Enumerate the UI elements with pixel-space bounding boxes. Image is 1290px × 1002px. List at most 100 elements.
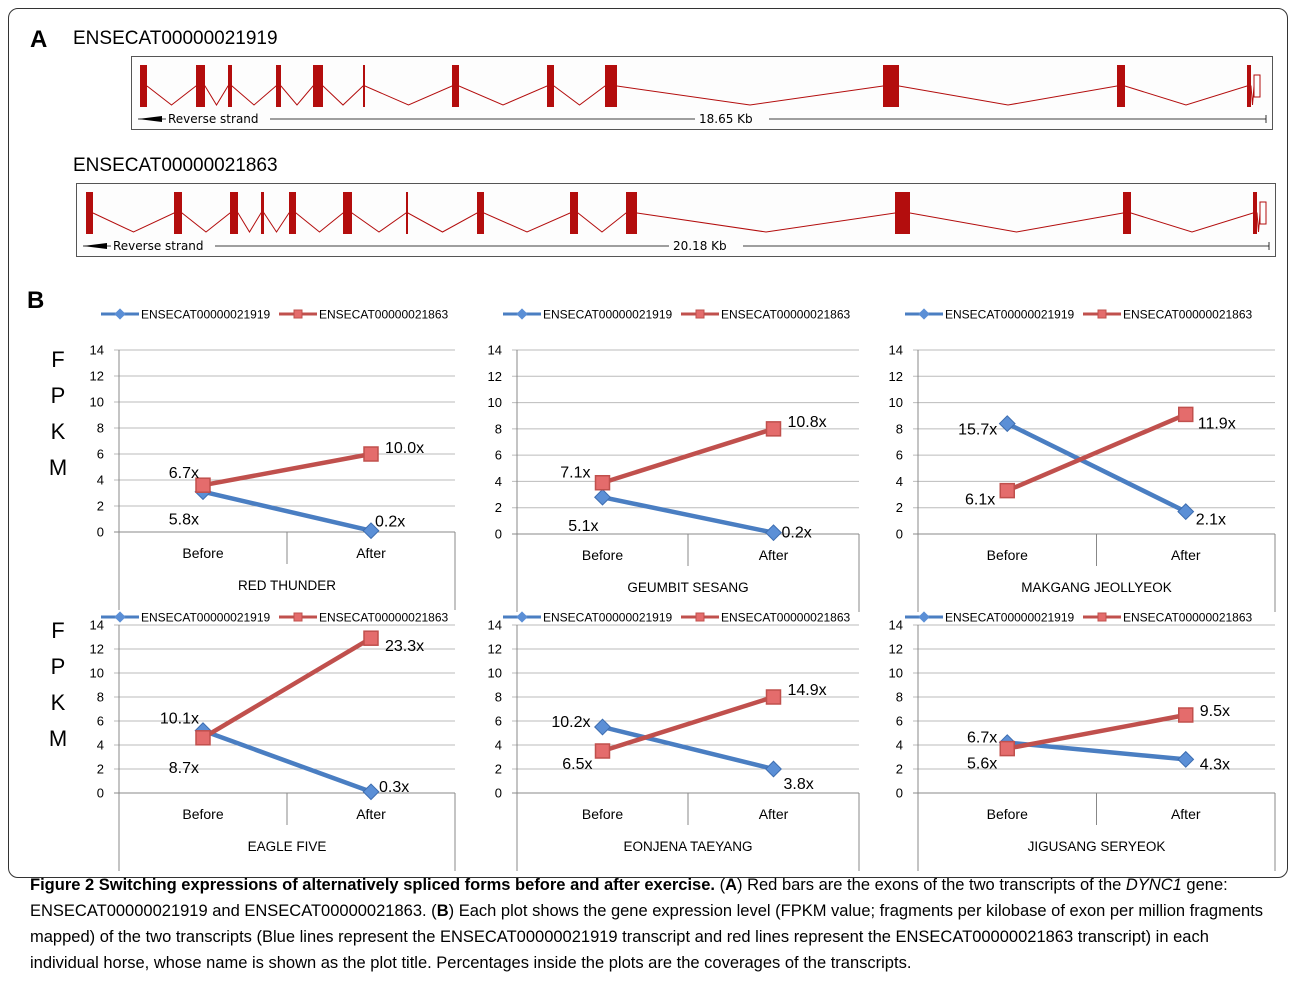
chart-3-svg: ENSECAT00000021919 ENSECAT00000021863 0 2 4 6… (889, 308, 1276, 612)
data-label: 0.3x (379, 779, 409, 796)
series-1-point (765, 760, 782, 778)
chart-2-svg: ENSECAT00000021919 ENSECAT00000021863 0 2 4 6… (488, 308, 860, 612)
caption-a-text-1: Red bars are the exons of the two transc… (747, 876, 1122, 894)
series-2-point (195, 730, 211, 746)
legend-label-1: ENSECAT00000021919 (945, 308, 1075, 322)
y-tick-label: 0 (495, 527, 502, 542)
data-label: 14.9x (788, 682, 827, 699)
chart-title: RED THUNDER (238, 578, 336, 593)
strand-label: Reverse strand (113, 239, 204, 253)
x-category-label: After (1171, 806, 1201, 822)
series-1-point (1177, 503, 1195, 521)
x-category-label: After (759, 547, 789, 563)
exon-12 (1247, 65, 1251, 107)
legend-label-1: ENSECAT00000021919 (543, 308, 673, 322)
series-2-point (594, 474, 611, 491)
y-tick-label: 4 (896, 474, 903, 489)
series-1-point (1177, 750, 1195, 768)
caption-a-text-2: gene: ENSECAT00000021919 and ENSECAT0000… (30, 876, 1228, 920)
series-2-point (765, 421, 782, 437)
exon-9 (605, 65, 617, 107)
legend-label-2: ENSECAT00000021863 (721, 308, 851, 322)
chart-title: JIGUSANG SERYEOK (1028, 839, 1166, 854)
legend-marker-2 (293, 309, 303, 319)
legend-marker-2 (293, 612, 303, 622)
y-tick-label: 6 (495, 448, 502, 463)
caption-b-text: Each plot shows the gene expression leve… (30, 902, 1264, 972)
x-category-label: After (759, 806, 789, 822)
x-category-label: After (356, 806, 386, 822)
chart-5-svg: ENSECAT00000021919 ENSECAT00000021863 0 2 4 6… (488, 611, 860, 871)
y-tick-label: 12 (488, 642, 502, 657)
y-tick-label: 10 (90, 666, 104, 681)
series-2-line (600, 426, 776, 485)
exon-9 (570, 192, 578, 234)
gene-model-1-svg: Reverse strand 18.65 Kb (138, 65, 1267, 126)
panel-a-letter: A (30, 26, 48, 53)
series-1-line (200, 489, 374, 533)
legend-marker-1 (918, 611, 930, 623)
data-label: 6.1x (965, 492, 995, 509)
exon-4 (276, 65, 281, 107)
series-1-point (594, 488, 611, 506)
data-label: 6.5x (562, 756, 592, 773)
caption-title: Figure 2 Switching expressions of altern… (30, 876, 715, 894)
y-tick-label: 10 (488, 395, 502, 410)
caption-b-letter: B (436, 902, 449, 920)
exon-2 (196, 65, 205, 107)
series-2-line (600, 694, 776, 754)
y-tick-label: 10 (488, 666, 502, 681)
exon-11 (895, 192, 910, 234)
y-tick-label: 4 (495, 474, 502, 489)
exon-11 (1117, 65, 1125, 107)
x-category-label: Before (582, 547, 623, 563)
legend-marker-2 (1097, 309, 1107, 319)
data-label: 10.2x (551, 714, 590, 731)
y-tick-label: 8 (97, 421, 104, 436)
data-label: 7.1x (560, 465, 590, 482)
y-tick-label: 8 (495, 421, 502, 436)
x-category-label: Before (182, 806, 223, 822)
gene-model-1: Reverse strand 18.65 Kb (131, 56, 1273, 130)
y-tick-label: 4 (495, 738, 502, 753)
y-tick-label: 12 (488, 369, 502, 384)
data-label: 6.7x (967, 730, 997, 747)
y-tick-label: 2 (97, 499, 104, 514)
series-1-point (362, 783, 380, 801)
length-label: 20.18 Kb (673, 239, 727, 253)
data-label: 8.7x (169, 760, 199, 777)
figure-frame (8, 8, 1288, 878)
y-tick-label: 8 (896, 690, 903, 705)
y-tick-label: 10 (889, 395, 903, 410)
y-tick-label: 0 (97, 786, 104, 801)
exon-5 (289, 192, 296, 234)
x-category-label: Before (582, 806, 623, 822)
chart-title: EONJENA TAEYANG (623, 839, 752, 854)
legend-label-2: ENSECAT00000021863 (319, 308, 449, 322)
series-1-line (600, 494, 776, 535)
exon-6 (363, 65, 365, 107)
series-2-point (363, 446, 379, 462)
legend-marker-1 (516, 308, 528, 320)
series-1-line (600, 724, 776, 772)
exon-7 (452, 65, 459, 107)
data-label: 5.8x (169, 512, 199, 529)
y-tick-label: 12 (90, 369, 104, 384)
series-2-line (200, 451, 374, 488)
y-tick-label: 10 (889, 666, 903, 681)
legend-label-2: ENSECAT00000021863 (1123, 611, 1253, 625)
y-tick-label: 2 (896, 500, 903, 515)
data-label: 3.8x (784, 776, 814, 793)
chart-1-svg: ENSECAT00000021919 ENSECAT00000021863 0 2 4 6… (90, 308, 456, 610)
data-label: 15.7x (958, 422, 997, 439)
series-2-line (1005, 412, 1188, 493)
exon-2 (174, 192, 182, 234)
series-2-point (195, 477, 211, 493)
transcript-1-title: ENSECAT00000021919 (73, 28, 278, 49)
strand-label: Reverse strand (168, 112, 259, 126)
data-label: 10.0x (385, 440, 424, 457)
y-tick-label: 0 (896, 786, 903, 801)
legend-label-2: ENSECAT00000021863 (1123, 308, 1253, 322)
